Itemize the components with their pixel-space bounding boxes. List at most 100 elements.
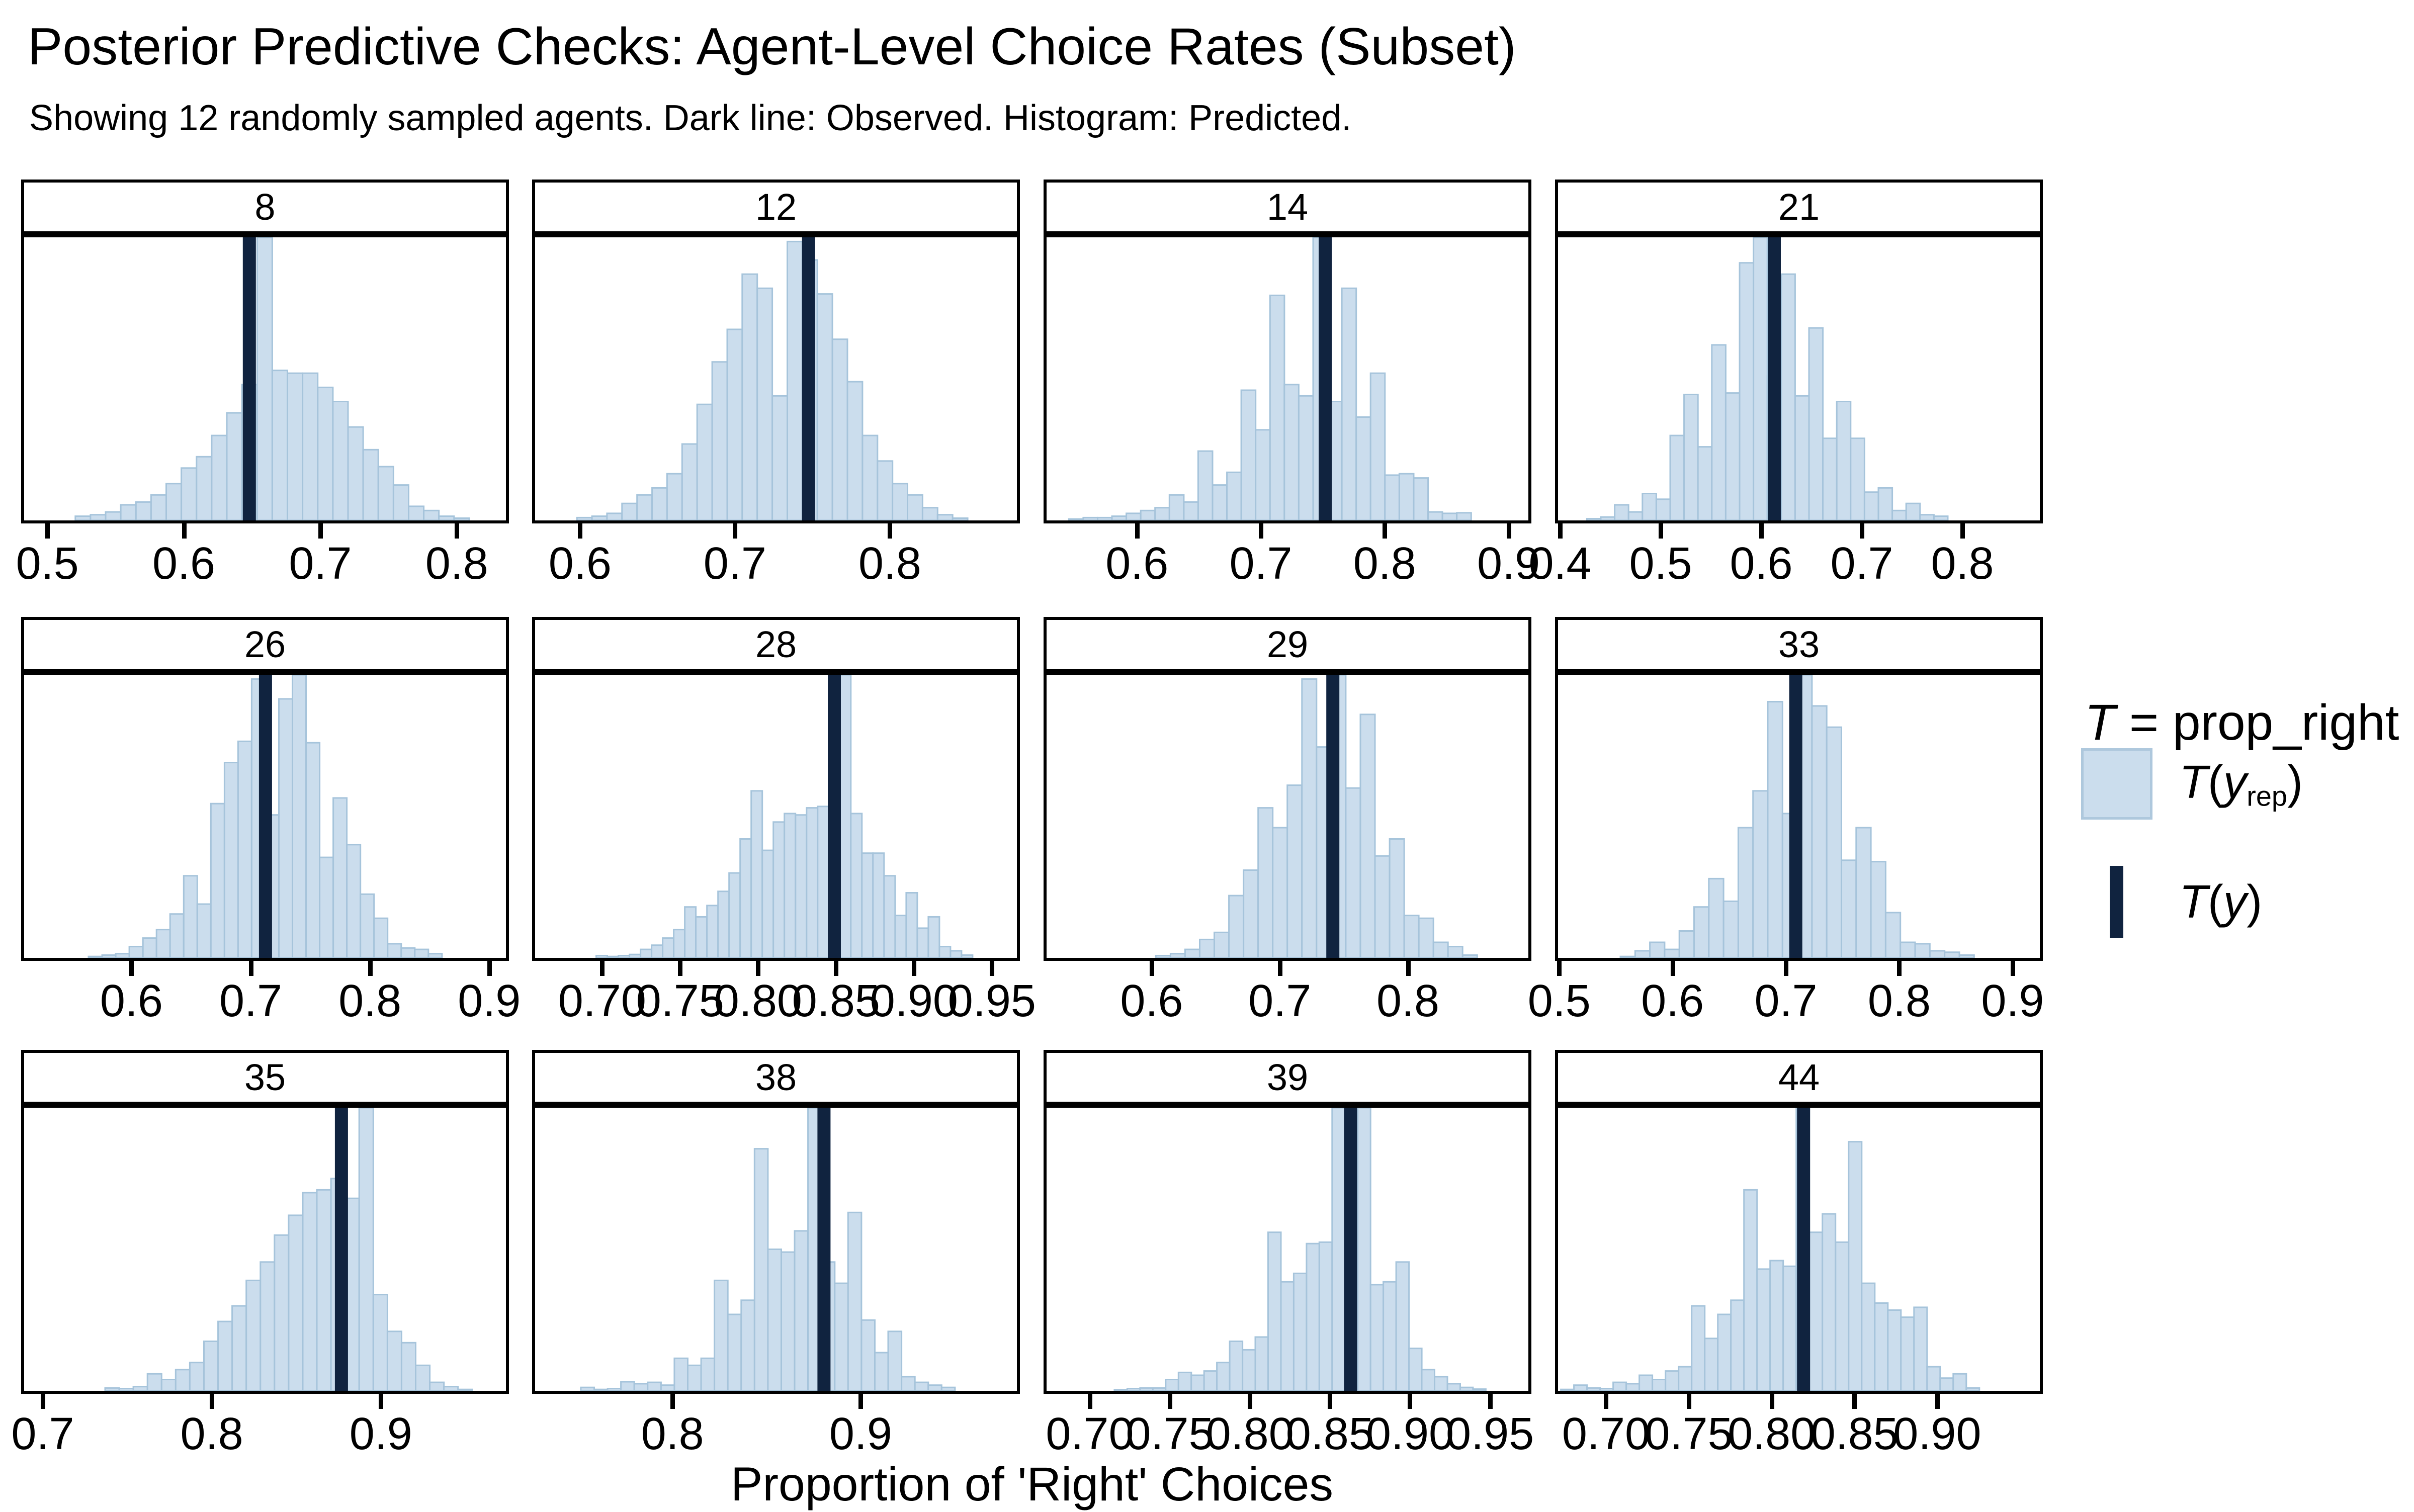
histogram-bar bbox=[1822, 1213, 1837, 1391]
histogram-bar bbox=[1835, 1241, 1850, 1391]
histogram-bar bbox=[1229, 1341, 1244, 1391]
histogram-bar bbox=[1359, 714, 1376, 958]
observed-line bbox=[1789, 675, 1802, 958]
axis-tick-label: 0.6 bbox=[152, 539, 216, 589]
axis-tick-label: 0.85 bbox=[792, 976, 880, 1026]
histogram-bar bbox=[169, 913, 185, 958]
observed-line bbox=[334, 1108, 348, 1391]
histogram-bar bbox=[894, 915, 907, 958]
histogram-bar bbox=[1874, 1302, 1889, 1391]
axis-tick-label: 0.9 bbox=[1981, 976, 2044, 1026]
histogram-bar bbox=[1693, 906, 1710, 958]
histogram-bar bbox=[666, 473, 683, 520]
histogram-bar bbox=[1691, 1305, 1706, 1391]
histogram-bar bbox=[887, 1330, 903, 1391]
histogram-bar bbox=[211, 434, 228, 520]
histogram-bar bbox=[861, 434, 879, 520]
histogram-bar bbox=[629, 953, 642, 958]
histogram-bar bbox=[681, 443, 698, 520]
axis-tick-label: 0.8 bbox=[1376, 976, 1440, 1026]
facet-panel bbox=[1555, 672, 2043, 961]
histogram-bar bbox=[175, 1369, 191, 1391]
histogram-bar bbox=[651, 944, 664, 958]
histogram-bar bbox=[940, 1386, 956, 1391]
histogram-bar bbox=[1780, 273, 1796, 520]
axis-tick bbox=[1769, 1394, 1774, 1409]
histogram-bar bbox=[621, 502, 638, 520]
histogram-bar bbox=[1625, 1383, 1641, 1391]
axis-tick bbox=[210, 1394, 215, 1409]
histogram-bar bbox=[387, 943, 402, 958]
histogram-bar bbox=[1097, 516, 1113, 520]
histogram bbox=[1560, 1108, 1980, 1391]
facet-panel bbox=[532, 672, 1020, 961]
histogram-bar bbox=[453, 517, 470, 520]
histogram-bar bbox=[593, 1388, 609, 1391]
axis-tick-label: 0.9 bbox=[829, 1409, 892, 1459]
histogram-bar bbox=[245, 1279, 262, 1391]
histogram-bar bbox=[1398, 473, 1415, 520]
histogram-bar bbox=[816, 293, 833, 520]
facet-strip-label: 29 bbox=[1266, 624, 1309, 665]
histogram-bar bbox=[595, 955, 608, 958]
axis-tick bbox=[1670, 961, 1675, 976]
histogram-bar bbox=[1369, 372, 1386, 520]
axis-tick bbox=[578, 523, 583, 539]
histogram-bar bbox=[1169, 953, 1186, 958]
histogram bbox=[1068, 237, 1472, 520]
histogram-bar bbox=[633, 1383, 649, 1391]
axis-tick-label: 0.6 bbox=[548, 539, 612, 589]
axis-tick-label: 0.8 bbox=[1867, 976, 1931, 1026]
axis-tick bbox=[1852, 1394, 1857, 1409]
legend-sub: rep bbox=[2247, 780, 2287, 812]
axis-tick-label: 0.85 bbox=[1285, 1409, 1374, 1459]
axis-tick bbox=[1149, 961, 1154, 976]
axis-tick bbox=[912, 961, 917, 976]
legend-label-predicted: T(yrep) bbox=[2179, 748, 2303, 820]
histogram-bar bbox=[714, 1279, 729, 1391]
histogram-bar bbox=[1269, 294, 1285, 520]
histogram-bar bbox=[817, 806, 830, 958]
histogram-bar bbox=[429, 1381, 445, 1391]
histogram-bar bbox=[400, 1342, 417, 1391]
histogram-bar bbox=[784, 813, 797, 958]
histogram-bar bbox=[1811, 705, 1828, 958]
histogram-bar bbox=[155, 929, 171, 958]
histogram-bar bbox=[907, 494, 923, 520]
histogram-bar bbox=[1126, 1388, 1141, 1391]
histogram-bar bbox=[1914, 943, 1931, 958]
histogram-bar bbox=[443, 1386, 459, 1391]
histogram-bar bbox=[1573, 1384, 1588, 1391]
observed-line bbox=[828, 675, 841, 958]
facet-33: 33 0.5 0.6 0.7 0.8 0.9 bbox=[1528, 617, 2044, 1031]
histogram-bar bbox=[1891, 509, 1907, 520]
histogram-bar bbox=[1301, 678, 1318, 958]
facet-8: 8 0.5 0.6 0.7 0.8 bbox=[16, 180, 509, 594]
histogram-bar bbox=[1639, 1374, 1654, 1391]
histogram-bar bbox=[728, 872, 741, 958]
axis-tick-label: 0.7 bbox=[1248, 976, 1312, 1026]
legend-arg: y bbox=[2223, 756, 2247, 809]
histogram-bar bbox=[1228, 895, 1245, 958]
axis-tick bbox=[182, 523, 187, 539]
histogram-bar bbox=[1826, 726, 1843, 958]
histogram-bar bbox=[1214, 931, 1230, 958]
histogram-bar bbox=[706, 905, 719, 958]
histogram-bar bbox=[231, 1305, 247, 1391]
histogram-bar bbox=[142, 937, 157, 958]
histogram-bar bbox=[1216, 1362, 1231, 1391]
axis-tick-label: 0.7 bbox=[11, 1409, 74, 1459]
histogram-bar bbox=[1267, 1231, 1282, 1391]
histogram-bar bbox=[861, 852, 874, 958]
histogram-bar bbox=[916, 927, 929, 958]
histogram-bar bbox=[1421, 1369, 1435, 1391]
axis-tick-label: 0.8 bbox=[1353, 539, 1416, 589]
histogram-bar bbox=[1926, 1366, 1941, 1391]
histogram-bar bbox=[1767, 701, 1783, 958]
histogram-bar bbox=[1472, 1388, 1487, 1391]
x-axis-title: Proportion of 'Right' Choices bbox=[731, 1458, 1333, 1511]
observed-line bbox=[802, 237, 815, 520]
axis-tick bbox=[379, 1394, 384, 1409]
observed-line bbox=[258, 675, 272, 958]
legend-title: T = prop_right bbox=[2085, 694, 2399, 752]
